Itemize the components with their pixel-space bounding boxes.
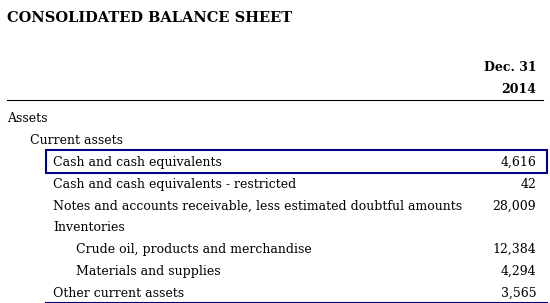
Text: 42: 42	[520, 178, 536, 191]
Text: Cash and cash equivalents: Cash and cash equivalents	[53, 156, 222, 169]
Text: Notes and accounts receivable, less estimated doubtful amounts: Notes and accounts receivable, less esti…	[53, 199, 462, 212]
Bar	[46, 150, 547, 173]
Text: Cash and cash equivalents - restricted: Cash and cash equivalents - restricted	[53, 178, 296, 191]
Text: Inventories: Inventories	[53, 221, 124, 234]
Text: 3,565: 3,565	[500, 287, 536, 300]
Text: Other current assets: Other current assets	[53, 287, 184, 300]
Text: CONSOLIDATED BALANCE SHEET: CONSOLIDATED BALANCE SHEET	[7, 11, 292, 25]
Text: Crude oil, products and merchandise: Crude oil, products and merchandise	[76, 243, 312, 256]
Text: Current assets: Current assets	[30, 134, 123, 147]
Text: Dec. 31: Dec. 31	[483, 61, 536, 74]
Text: 2014: 2014	[501, 83, 536, 96]
Text: 4,294: 4,294	[500, 265, 536, 278]
Text: Materials and supplies: Materials and supplies	[76, 265, 221, 278]
Text: 12,384: 12,384	[492, 243, 536, 256]
Text: 28,009: 28,009	[493, 199, 536, 212]
Text: 4,616: 4,616	[500, 156, 536, 169]
Text: Assets: Assets	[7, 112, 47, 125]
